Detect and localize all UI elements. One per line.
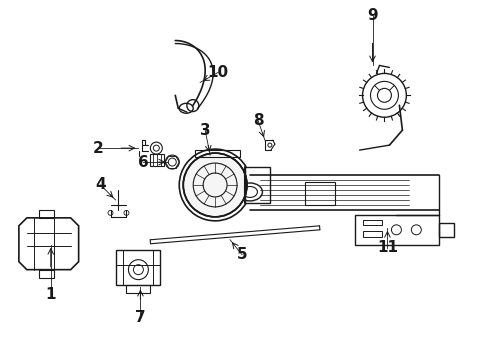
- Text: 2: 2: [93, 141, 104, 156]
- Text: 3: 3: [200, 123, 211, 138]
- Text: 9: 9: [367, 8, 378, 23]
- Text: 8: 8: [253, 113, 263, 128]
- Text: 7: 7: [135, 310, 146, 325]
- Text: 5: 5: [237, 247, 247, 262]
- Text: 11: 11: [377, 240, 398, 255]
- Text: 6: 6: [138, 154, 149, 170]
- Circle shape: [183, 153, 247, 217]
- Text: 4: 4: [95, 177, 106, 193]
- Text: 1: 1: [46, 287, 56, 302]
- Text: 10: 10: [208, 65, 229, 80]
